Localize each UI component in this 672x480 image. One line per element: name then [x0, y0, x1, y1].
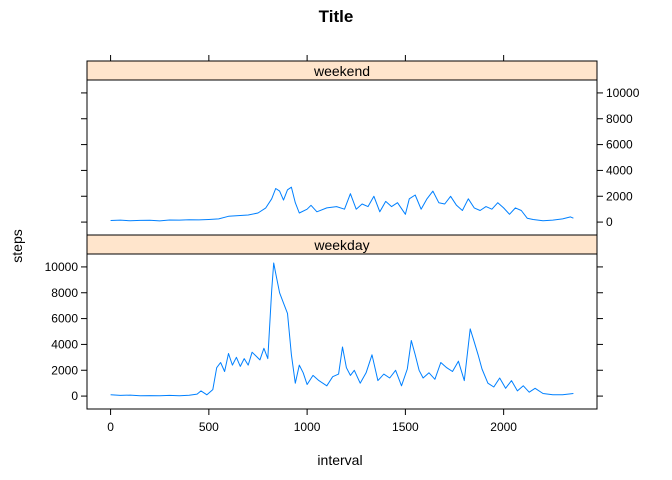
chart-title: Title — [319, 7, 354, 26]
y-axis-label: steps — [9, 229, 25, 262]
y-tick-label-weekday-4000: 4000 — [51, 337, 78, 351]
x-axis: 0 500 1000 1500 2000 — [107, 55, 517, 434]
x-tick-label-0: 0 — [107, 420, 114, 434]
y-tick-label-weekday-6000: 6000 — [51, 312, 78, 326]
y-tick-label-weekend-4000: 4000 — [606, 163, 633, 177]
y-axis: 0 2000 4000 6000 8000 10000 0 2000 4000 6000 8000 1… — [45, 86, 640, 403]
series-line-weekend — [110, 186, 574, 222]
y-tick-label-weekday-10000: 10000 — [45, 260, 79, 274]
x-tick-label-1500: 1500 — [392, 420, 419, 434]
x-tick-label-1000: 1000 — [294, 420, 321, 434]
x-tick-label-2000: 2000 — [490, 420, 517, 434]
strip-label-weekend: weekend — [313, 63, 370, 79]
panel-frame-weekday — [86, 253, 598, 410]
y-tick-label-weekend-10000: 10000 — [606, 86, 640, 100]
series-line-weekday — [110, 262, 574, 397]
x-axis-label: interval — [317, 452, 362, 468]
y-tick-label-weekend-0: 0 — [606, 215, 613, 229]
y-tick-label-weekday-8000: 8000 — [51, 286, 78, 300]
panel-frame-weekend — [86, 79, 598, 236]
y-tick-label-weekday-2000: 2000 — [51, 363, 78, 377]
strip-label-weekday: weekday — [313, 237, 369, 253]
x-tick-label-500: 500 — [199, 420, 219, 434]
y-tick-label-weekend-2000: 2000 — [606, 189, 633, 203]
y-tick-label-weekend-6000: 6000 — [606, 138, 633, 152]
panel-weekend: weekend — [86, 60, 598, 236]
y-tick-label-weekend-8000: 8000 — [606, 112, 633, 126]
panel-weekday: weekday — [86, 234, 598, 410]
panel-area: weekend weekday — [86, 60, 598, 410]
y-tick-label-weekday-0: 0 — [71, 389, 78, 403]
